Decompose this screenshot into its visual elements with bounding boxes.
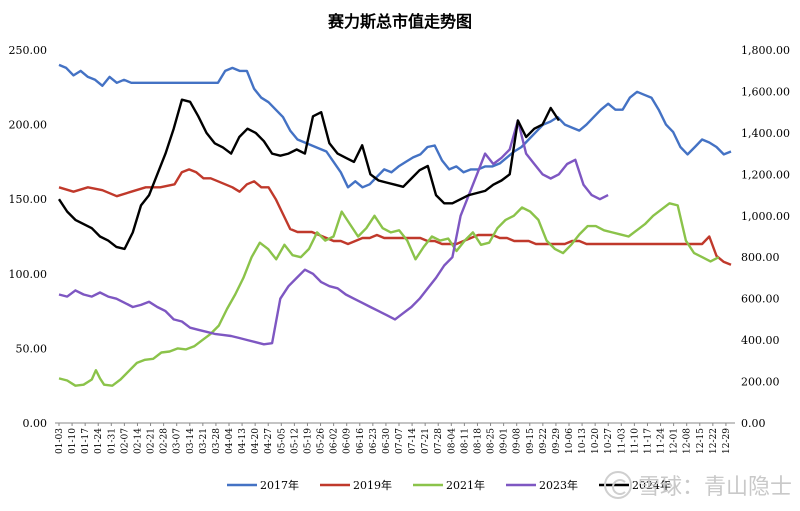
x-tick-label: 02-21 [147,428,157,454]
x-tick-label: 06-23 [369,428,379,454]
x-tick-label: 12-29 [722,428,732,454]
chart-title: 赛力斯总市值走势图 [327,12,472,31]
right-tick-label: 1,400.00 [741,127,790,140]
x-tick-label: 01-10 [68,428,78,454]
x-tick-label: 01-31 [107,428,117,454]
x-tick-label: 04-04 [225,428,235,454]
x-tick-label: 02-07 [120,428,130,454]
x-tick-label: 12-01 [670,428,680,454]
axes: 0.00 50.00 100.00 150.00 200.00 250.00 0.00 200… [9,44,790,454]
x-tick-label: 07-14 [408,428,418,454]
legend-label: 2017年 [260,478,299,492]
left-tick-label: 250.00 [9,44,48,57]
series-line-2021年 [58,202,720,387]
x-tick-label: 01-17 [81,428,91,454]
x-tick-label: 02-14 [133,428,143,454]
series-line-2019年 [58,168,732,266]
x-tick-label: 10-20 [591,428,601,454]
x-tick-label: 12-22 [709,428,719,454]
x-tick-label: 03-14 [186,428,196,454]
x-tick-label: 04-27 [264,428,274,454]
right-tick-label: 1,600.00 [741,85,790,98]
x-tick-label: 12-15 [696,428,706,454]
x-tick-label: 09-22 [539,428,549,454]
series-layer [57,63,732,387]
left-tick-label: 0.00 [23,417,48,430]
left-tick-label: 100.00 [9,268,48,281]
x-tick-label: 05-05 [277,428,287,454]
x-tick-label: 01-03 [55,428,65,454]
series-line-2023年 [58,119,609,346]
watermark: 雪球：青山隐士 [603,469,792,501]
x-tick-label: 11-24 [657,428,667,454]
right-tick-label: 800.00 [741,251,780,264]
x-tick-label: 05-12 [290,428,300,454]
x-tick-label: 11-10 [630,428,640,454]
x-tick-label: 05-26 [317,428,327,454]
left-tick-label: 150.00 [9,193,48,206]
right-tick-label: 0.00 [741,417,766,430]
x-tick-label: 10-27 [604,428,614,454]
legend: 2017年 2019年 2021年 2023年 2024年 [227,478,671,492]
left-tick-label: 50.00 [16,342,48,355]
x-tick-label: 08-11 [460,428,470,454]
x-tick-label: 06-16 [356,428,366,454]
x-tick-label: 03-07 [173,428,183,454]
right-tick-label: 400.00 [741,334,780,347]
legend-label: 2024年 [632,478,671,492]
x-tick-label: 09-01 [500,428,510,454]
x-tick-label: 07-28 [434,428,444,454]
x-tick-label: 06-09 [343,428,353,454]
series-line-2017年 [58,63,732,189]
legend-label: 2019年 [353,478,392,492]
x-tick-label: 03-28 [212,428,222,454]
series-line-2024年 [57,98,560,251]
x-tick-label: 10-13 [578,428,588,454]
x-tick-label: 06-02 [330,428,340,454]
right-tick-label: 1,000.00 [741,210,790,223]
x-tick-label: 01-24 [94,428,104,454]
x-tick-label: 08-18 [473,428,483,454]
x-tick-label: 04-20 [251,428,261,454]
legend-label: 2021年 [446,478,485,492]
x-tick-label: 11-03 [617,428,627,454]
x-tick-label: 06-30 [382,428,392,454]
snowball-logo-icon [603,471,632,499]
x-tick-label: 05-19 [303,428,313,454]
x-tick-label: 10-06 [565,428,575,454]
x-tick-label: 02-28 [160,428,170,454]
x-tick-label: 04-13 [238,428,248,454]
x-tick-label: 12-08 [683,428,693,454]
right-tick-label: 200.00 [741,376,780,389]
right-tick-label: 1,800.00 [741,44,790,57]
x-tick-label: 07-21 [421,428,431,454]
right-tick-label: 600.00 [741,293,780,306]
x-tick-label: 08-25 [487,428,497,454]
x-tick-label: 08-04 [447,428,457,454]
left-tick-label: 200.00 [9,119,48,132]
watermark-text: 雪球：青山隐士 [637,475,792,500]
x-tick-label: 03-21 [199,428,209,454]
x-tick-label: 09-15 [526,428,536,454]
x-tick-label: 11-17 [643,428,653,454]
x-tick-label: 09-29 [552,428,562,454]
x-tick-label: 09-08 [513,428,523,454]
legend-label: 2023年 [539,478,578,492]
right-tick-label: 1,200.00 [741,168,790,181]
x-tick-label: 07-07 [395,428,405,454]
